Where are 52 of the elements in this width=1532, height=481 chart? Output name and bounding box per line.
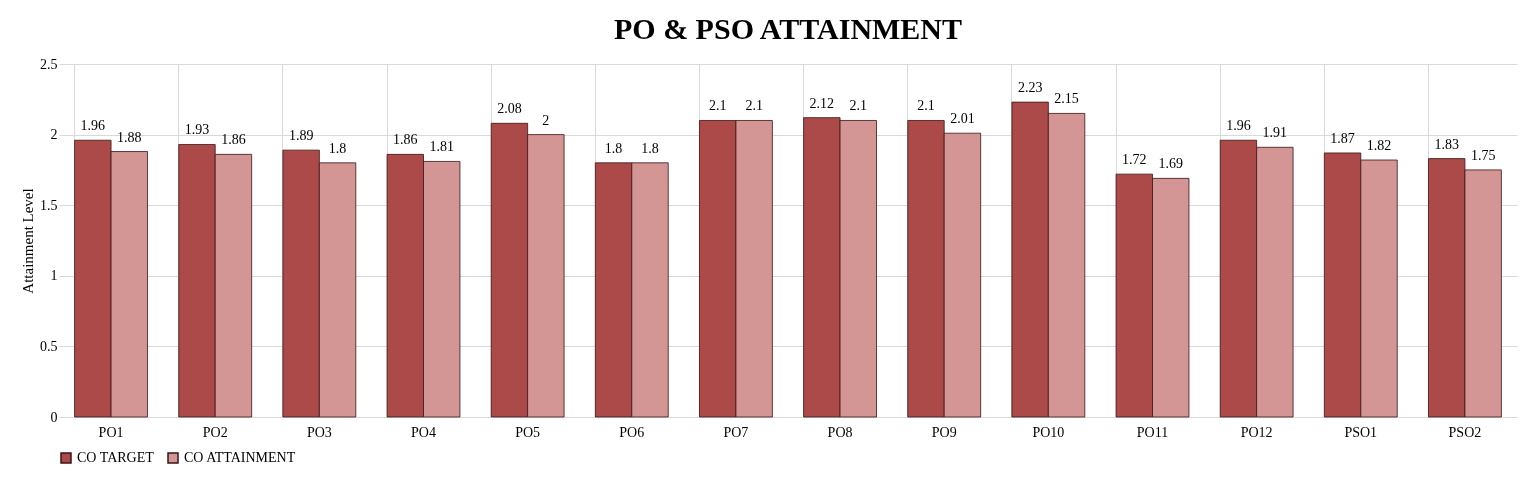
x-tick-label: PO3	[306, 424, 332, 440]
chart-title: PO & PSO ATTAINMENT	[613, 12, 963, 45]
y-tick-label: 0	[50, 409, 58, 425]
x-tick-label: PO7	[723, 424, 749, 440]
data-label: 1.88	[117, 129, 142, 145]
data-label: 2.15	[1054, 91, 1079, 107]
x-tick-label: PO5	[515, 424, 541, 440]
data-label: 1.89	[288, 128, 314, 144]
x-tick-label: PSO1	[1344, 424, 1378, 440]
data-label: 1.72	[1122, 152, 1147, 168]
legend-label: CO ATTAINMENT	[184, 450, 296, 465]
x-tick-label: PO9	[931, 424, 957, 440]
data-label: 2.1	[708, 98, 727, 114]
y-tick-label: 1	[50, 268, 58, 284]
data-label: 1.93	[184, 122, 210, 138]
x-tick-label: PO1	[98, 424, 124, 440]
data-label: 2.01	[950, 111, 975, 127]
x-tick-label: PO12	[1240, 424, 1273, 440]
data-label: 1.82	[1366, 138, 1392, 154]
data-label: 2	[542, 112, 550, 128]
data-label: 2.12	[809, 95, 835, 111]
y-tick-label: 1.5	[40, 197, 58, 213]
legend-label: CO TARGET	[77, 450, 155, 465]
y-tick-label: 2.5	[40, 56, 58, 72]
data-label: 2.1	[917, 98, 935, 114]
y-tick-label: 2	[50, 127, 58, 143]
data-label: 1.86	[221, 132, 246, 148]
x-tick-label: PO6	[619, 424, 645, 440]
data-label: 1.8	[641, 140, 659, 156]
data-label: 1.69	[1158, 156, 1183, 172]
x-tick-label: PO11	[1136, 424, 1169, 440]
x-tick-label: PO4	[411, 424, 436, 440]
data-label: 2.08	[497, 101, 522, 117]
data-label: 1.96	[1226, 118, 1251, 134]
data-label: 1.87	[1330, 130, 1355, 146]
data-label: 1.75	[1470, 147, 1496, 163]
x-tick-label: PO8	[827, 424, 853, 440]
y-tick-label: 0.5	[40, 338, 58, 354]
data-label: 2.1	[849, 98, 868, 114]
data-label: 1.86	[393, 132, 418, 148]
data-label: 1.8	[604, 140, 623, 156]
y-axis-title: Attainment Level	[20, 188, 36, 294]
data-label: 1.83	[1434, 136, 1459, 152]
data-label: 1.81	[429, 139, 454, 155]
x-tick-label: PSO2	[1448, 424, 1482, 440]
x-tick-label: PO10	[1032, 424, 1065, 440]
data-label: 1.96	[80, 118, 106, 134]
data-label: 1.8	[328, 140, 347, 156]
x-tick-label: PO2	[202, 424, 228, 440]
data-label: 2.23	[1017, 80, 1043, 96]
data-label: 2.1	[745, 98, 763, 114]
data-label: 1.91	[1262, 125, 1288, 141]
